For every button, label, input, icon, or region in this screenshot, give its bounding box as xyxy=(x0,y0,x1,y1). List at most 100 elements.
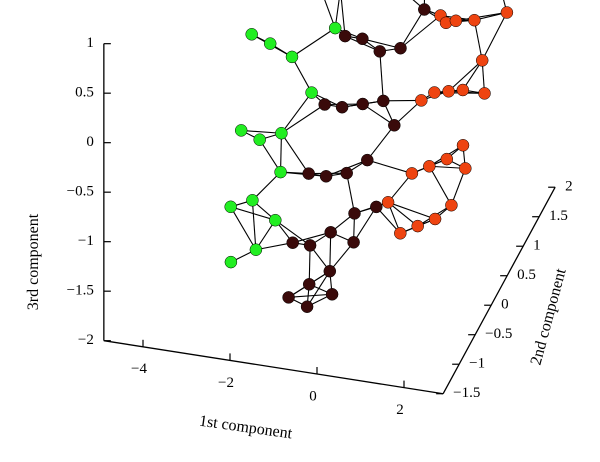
z-axis-label: 3rd component xyxy=(25,213,42,310)
mesh-edge xyxy=(448,60,483,92)
data-point xyxy=(348,207,361,220)
z-tick-label: 1 xyxy=(86,35,94,51)
data-point xyxy=(459,162,472,175)
mesh-edge xyxy=(251,200,257,250)
data-point xyxy=(381,196,395,209)
data-point xyxy=(388,119,401,132)
mesh-edge xyxy=(379,51,384,101)
mesh-edge xyxy=(455,11,507,22)
data-point xyxy=(305,86,318,99)
mesh-edge xyxy=(481,12,508,61)
data-point xyxy=(246,194,259,207)
data-point xyxy=(428,86,441,99)
data-point xyxy=(303,239,317,252)
data-point xyxy=(269,213,282,227)
data-point xyxy=(442,85,455,98)
axes xyxy=(103,43,556,395)
data-point xyxy=(394,41,407,55)
z-tick-label: −1.5 xyxy=(67,283,94,299)
data-point xyxy=(456,139,470,152)
data-point xyxy=(324,226,337,239)
mesh-edge xyxy=(399,9,425,49)
data-point xyxy=(405,167,419,180)
mesh-edge xyxy=(241,129,282,134)
data-point xyxy=(411,219,424,233)
data-point xyxy=(328,21,342,35)
data-point xyxy=(468,13,481,27)
mesh-edge xyxy=(387,201,419,227)
data-point xyxy=(475,54,489,67)
mesh-edge xyxy=(274,219,311,246)
data-point xyxy=(319,170,333,183)
mesh-edge xyxy=(400,15,441,49)
data-point xyxy=(285,50,299,64)
mesh-edge xyxy=(288,293,333,298)
data-point xyxy=(253,133,266,146)
x-axis-line xyxy=(103,340,444,395)
mesh-edge xyxy=(362,103,395,126)
mesh-edge xyxy=(340,0,346,37)
data-point xyxy=(440,152,454,166)
data-point xyxy=(361,153,374,167)
mesh-edge xyxy=(366,124,395,161)
z-tick-label: 0 xyxy=(86,134,94,150)
data-point xyxy=(415,94,428,107)
data-point xyxy=(445,198,458,212)
mesh-edge xyxy=(353,206,377,243)
data-point xyxy=(340,166,353,180)
data-point xyxy=(224,200,237,214)
z-tick-label: 0.5 xyxy=(75,85,94,101)
mesh-edge xyxy=(387,201,436,220)
mesh-edge xyxy=(362,38,401,49)
mesh-edge xyxy=(291,27,336,58)
data-point xyxy=(234,124,248,137)
data-point xyxy=(370,200,383,214)
data-point xyxy=(245,28,258,41)
y-tick-label: 0.5 xyxy=(517,267,536,283)
data-point xyxy=(394,227,407,240)
mesh-edge xyxy=(292,231,331,244)
data-point xyxy=(274,165,287,179)
y-tick-label: 1.5 xyxy=(549,208,568,224)
z-tick-label: −0.5 xyxy=(67,184,94,200)
data-point xyxy=(478,87,491,100)
y-tick-label: −1.5 xyxy=(453,385,480,401)
data-point xyxy=(377,94,390,108)
data-point xyxy=(347,236,360,249)
mesh-edge xyxy=(428,165,452,206)
mesh-edge xyxy=(280,133,282,173)
mesh-edge xyxy=(329,232,332,272)
mesh-edge xyxy=(346,173,356,214)
data-point xyxy=(286,236,299,249)
data-point xyxy=(428,212,442,226)
data-point xyxy=(263,37,277,50)
y-tick-label: −0.5 xyxy=(485,326,512,342)
mesh-edge xyxy=(423,0,426,10)
mesh-edge xyxy=(324,0,336,29)
data-points xyxy=(224,3,514,313)
data-point xyxy=(449,14,463,28)
y-tick-label: −1 xyxy=(469,356,485,372)
data-point xyxy=(456,83,470,97)
mesh-edge xyxy=(291,56,313,93)
mesh-edge xyxy=(230,206,257,251)
data-point xyxy=(318,98,331,111)
data-point xyxy=(335,100,349,114)
x-tick-label: 0 xyxy=(309,388,317,404)
data-point xyxy=(338,29,352,43)
mesh-edge xyxy=(308,245,311,285)
x-tick-label: 2 xyxy=(396,402,404,418)
mesh-edge xyxy=(281,104,326,134)
x-tick-label: −4 xyxy=(131,361,147,377)
data-point xyxy=(224,255,238,269)
data-point xyxy=(373,45,387,58)
z-tick-label: −2 xyxy=(78,332,94,348)
y-tick-label: 2 xyxy=(565,179,573,195)
data-point xyxy=(300,300,314,313)
mesh-edge xyxy=(281,92,313,134)
data-point xyxy=(302,278,316,291)
mesh-edge xyxy=(334,0,340,29)
data-point xyxy=(418,3,431,16)
y-tick-label: 0 xyxy=(501,297,509,313)
